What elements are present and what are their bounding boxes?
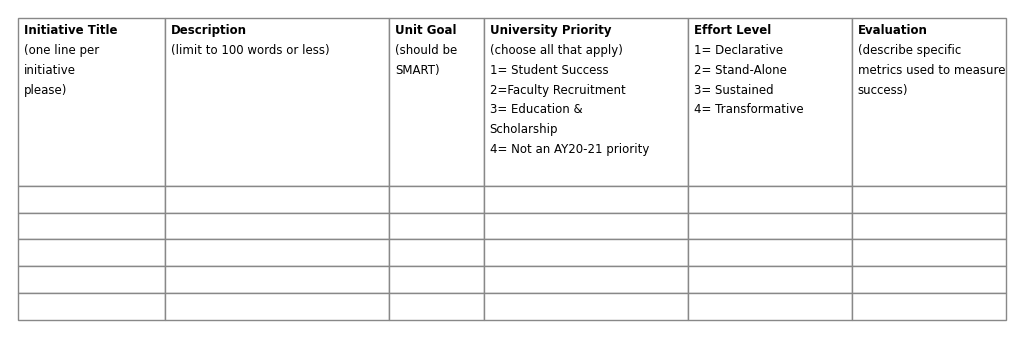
- Bar: [483, 293, 687, 320]
- Text: metrics used to measure: metrics used to measure: [858, 64, 1006, 77]
- Text: 3= Sustained: 3= Sustained: [693, 83, 773, 97]
- Bar: [389, 186, 483, 213]
- Bar: [483, 186, 687, 213]
- Text: 2= Stand-Alone: 2= Stand-Alone: [693, 64, 786, 77]
- Text: Initiative Title: Initiative Title: [24, 24, 118, 37]
- Bar: [18, 186, 165, 213]
- Bar: [687, 186, 852, 213]
- Text: (choose all that apply): (choose all that apply): [489, 44, 623, 57]
- Text: SMART): SMART): [395, 64, 439, 77]
- Bar: [18, 213, 165, 239]
- Bar: [18, 239, 165, 266]
- Bar: [687, 293, 852, 320]
- Bar: [852, 266, 1006, 293]
- Bar: [165, 18, 389, 186]
- Bar: [165, 213, 389, 239]
- Text: Evaluation: Evaluation: [858, 24, 928, 37]
- Bar: [389, 213, 483, 239]
- Bar: [687, 239, 852, 266]
- Bar: [483, 18, 687, 186]
- Text: (limit to 100 words or less): (limit to 100 words or less): [171, 44, 330, 57]
- Bar: [389, 18, 483, 186]
- Text: Effort Level: Effort Level: [693, 24, 771, 37]
- Bar: [165, 239, 389, 266]
- Text: 2=Faculty Recruitment: 2=Faculty Recruitment: [489, 83, 626, 97]
- Text: Unit Goal: Unit Goal: [395, 24, 457, 37]
- Text: 1= Student Success: 1= Student Success: [489, 64, 608, 77]
- Bar: [165, 293, 389, 320]
- Text: (should be: (should be: [395, 44, 458, 57]
- Text: Scholarship: Scholarship: [489, 123, 558, 136]
- Text: (one line per: (one line per: [24, 44, 99, 57]
- Bar: [389, 293, 483, 320]
- Text: 4= Transformative: 4= Transformative: [693, 103, 803, 116]
- Text: (describe specific: (describe specific: [858, 44, 962, 57]
- Bar: [852, 239, 1006, 266]
- Bar: [852, 18, 1006, 186]
- Bar: [483, 266, 687, 293]
- Text: 1= Declarative: 1= Declarative: [693, 44, 782, 57]
- Text: University Priority: University Priority: [489, 24, 611, 37]
- Bar: [483, 213, 687, 239]
- Bar: [687, 266, 852, 293]
- Text: 4= Not an AY20-21 priority: 4= Not an AY20-21 priority: [489, 143, 649, 156]
- Bar: [389, 266, 483, 293]
- Bar: [165, 266, 389, 293]
- Bar: [165, 186, 389, 213]
- Bar: [18, 18, 165, 186]
- Text: Description: Description: [171, 24, 247, 37]
- Text: success): success): [858, 83, 908, 97]
- Text: please): please): [24, 83, 68, 97]
- Bar: [687, 18, 852, 186]
- Bar: [18, 293, 165, 320]
- Bar: [687, 213, 852, 239]
- Text: 3= Education &: 3= Education &: [489, 103, 583, 116]
- Text: initiative: initiative: [24, 64, 76, 77]
- Bar: [18, 266, 165, 293]
- Bar: [483, 239, 687, 266]
- Bar: [852, 186, 1006, 213]
- Bar: [389, 239, 483, 266]
- Bar: [852, 213, 1006, 239]
- Bar: [852, 293, 1006, 320]
